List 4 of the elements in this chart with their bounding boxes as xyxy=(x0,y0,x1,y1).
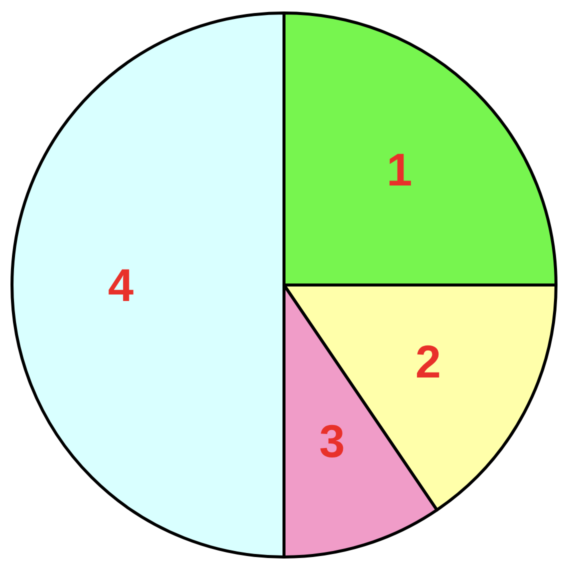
slice-label: 1 xyxy=(386,144,412,196)
slice-label: 2 xyxy=(415,335,442,388)
slice-label: 3 xyxy=(319,414,345,467)
slice-label: 4 xyxy=(108,259,134,311)
